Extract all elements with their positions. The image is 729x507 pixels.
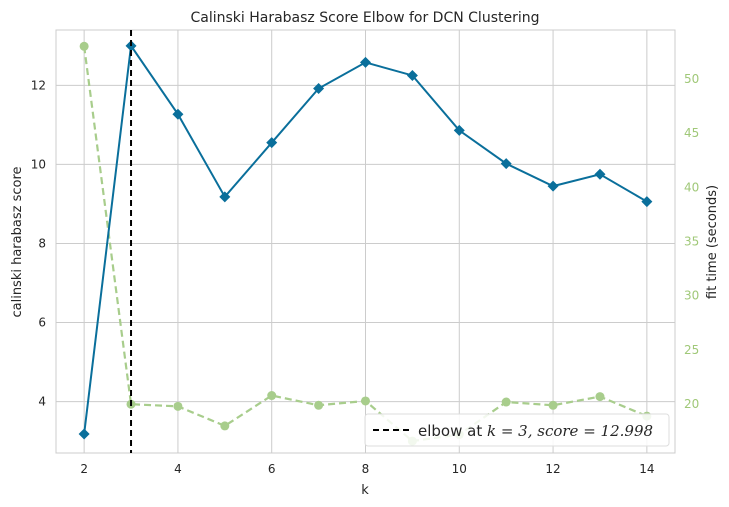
y2-tick-label: 45 <box>684 126 699 140</box>
score-point <box>78 428 90 440</box>
fit-time-point <box>220 421 230 431</box>
fit-time-point <box>267 391 277 401</box>
y2-tick-label: 50 <box>684 72 699 86</box>
score-point <box>594 168 606 180</box>
legend-elbow-math: k = 3, score = 12.998 <box>487 422 653 440</box>
grid <box>56 30 675 453</box>
score-point <box>500 158 512 170</box>
y2-tick-label: 25 <box>684 343 699 357</box>
fit-time-point <box>361 396 370 406</box>
score-point <box>641 196 653 208</box>
x-tick-label: 14 <box>639 462 654 476</box>
plot-area <box>55 29 676 454</box>
plot-frame <box>55 29 676 454</box>
x-axis-ticks: 2 4 6 8 10 12 14 <box>80 462 654 476</box>
x-axis-label: k <box>361 483 369 498</box>
y-tick-label: 12 <box>31 78 46 92</box>
y-tick-label: 8 <box>38 236 46 250</box>
y2-axis-ticks: 20 25 30 35 40 45 50 <box>684 72 699 411</box>
fit-time-point <box>595 392 605 402</box>
score-point <box>547 180 559 192</box>
x-tick-label: 4 <box>174 462 182 476</box>
fit-time-point <box>173 401 183 411</box>
x-tick-label: 2 <box>80 462 88 476</box>
legend-elbow-prefix: elbow at <box>418 422 487 440</box>
y-axis-label: calinski harabasz score <box>10 166 25 317</box>
chart-title: Calinski Harabasz Score Elbow for DCN Cl… <box>190 10 539 26</box>
fit-time-point <box>548 400 558 410</box>
y2-tick-label: 40 <box>684 180 699 194</box>
y2-tick-label: 20 <box>684 397 699 411</box>
score-point <box>266 137 278 149</box>
legend-elbow-label: elbow at k = 3, score = 12.998 <box>418 422 653 440</box>
legend: elbow at k = 3, score = 12.998 <box>364 413 670 447</box>
score-point <box>219 191 231 203</box>
fit-time-point <box>501 397 511 407</box>
y2-axis-label: fit time (seconds) <box>705 185 720 299</box>
score-point <box>313 83 325 95</box>
x-tick-label: 8 <box>362 462 370 476</box>
score-point <box>172 108 184 120</box>
score-point <box>406 69 418 81</box>
x-tick-label: 6 <box>268 462 276 476</box>
y2-tick-label: 30 <box>684 289 699 303</box>
x-tick-label: 10 <box>452 462 467 476</box>
legend-box <box>364 413 670 447</box>
fit-time-point <box>314 400 324 410</box>
x-tick-label: 12 <box>545 462 560 476</box>
score-point <box>360 56 371 68</box>
y-tick-label: 4 <box>38 395 46 409</box>
y-tick-label: 6 <box>38 316 46 330</box>
fit-time-point <box>79 41 89 51</box>
series-layer <box>78 40 653 446</box>
y-tick-label: 10 <box>31 157 46 171</box>
y2-tick-label: 35 <box>684 235 699 249</box>
score-point <box>453 124 465 136</box>
y-axis-ticks: 4 6 8 10 12 <box>31 78 46 408</box>
